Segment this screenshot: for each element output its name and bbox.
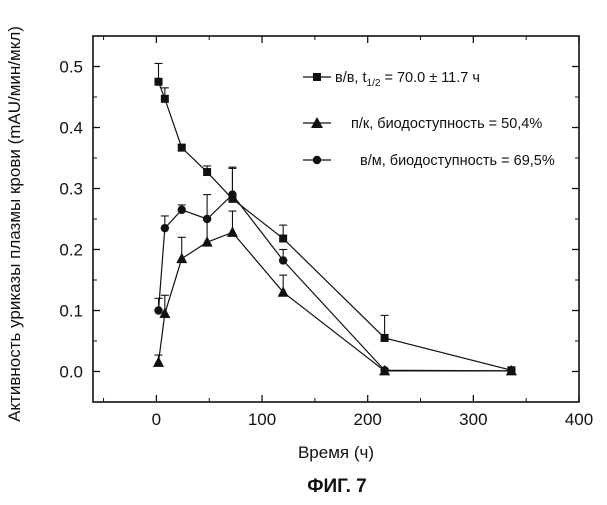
x-axis-title: Время (ч)	[298, 443, 374, 462]
data-point-circle	[178, 206, 186, 214]
legend-label-iv: в/в, t1/2 = 70.0 ± 11.7 ч	[335, 70, 480, 89]
data-point-triangle	[176, 253, 187, 264]
data-point-square	[178, 144, 186, 152]
legend: в/в, t1/2 = 70.0 ± 11.7 ч п/к, биодоступ…	[303, 70, 555, 169]
series-im	[154, 167, 515, 375]
y-axis-title: Активность уриказы плазмы крови (mAU/мин…	[5, 26, 24, 422]
x-tick-label: 100	[248, 410, 276, 429]
x-tick-label: 200	[354, 410, 382, 429]
data-point-circle	[154, 306, 162, 314]
data-point-triangle	[153, 356, 164, 367]
data-point-square	[279, 235, 287, 243]
data-point-circle	[203, 215, 211, 223]
figure-caption: ФИГ. 7	[307, 476, 366, 497]
data-point-square	[155, 78, 163, 86]
data-point-triangle	[227, 226, 238, 237]
legend-marker-im	[313, 156, 321, 164]
series-line-sc	[159, 232, 512, 370]
series-layer	[153, 63, 517, 375]
data-point-circle	[279, 256, 287, 264]
data-point-square	[161, 95, 169, 103]
x-tick-label: 400	[565, 410, 593, 429]
data-point-triangle	[202, 236, 213, 247]
x-tick-label: 300	[459, 410, 487, 429]
y-tick-label: 0.1	[59, 302, 83, 321]
legend-label-iv-suffix: = 70.0 ± 11.7 ч	[380, 70, 480, 86]
data-point-circle	[380, 366, 388, 374]
data-point-square	[381, 334, 389, 342]
series-line-im	[159, 195, 512, 371]
legend-label-iv-subscript: 1/2	[367, 78, 381, 89]
data-point-circle	[161, 224, 169, 232]
legend-marker-iv	[313, 73, 321, 81]
y-tick-label: 0.4	[59, 119, 83, 138]
data-point-square	[203, 168, 211, 176]
legend-label-im: в/м, биодоступность = 69,5%	[360, 153, 555, 169]
legend-label-sc: п/к, биодоступность = 50,4%	[351, 116, 542, 132]
data-point-circle	[507, 367, 515, 375]
y-tick-label: 0.3	[59, 180, 83, 199]
y-tick-label: 0.0	[59, 363, 83, 382]
data-point-circle	[228, 190, 236, 198]
x-tick-label: 0	[152, 410, 161, 429]
series-sc	[153, 211, 517, 375]
y-tick-label: 0.2	[59, 241, 83, 260]
y-tick-label: 0.5	[59, 58, 83, 77]
plot-frame	[93, 36, 579, 402]
